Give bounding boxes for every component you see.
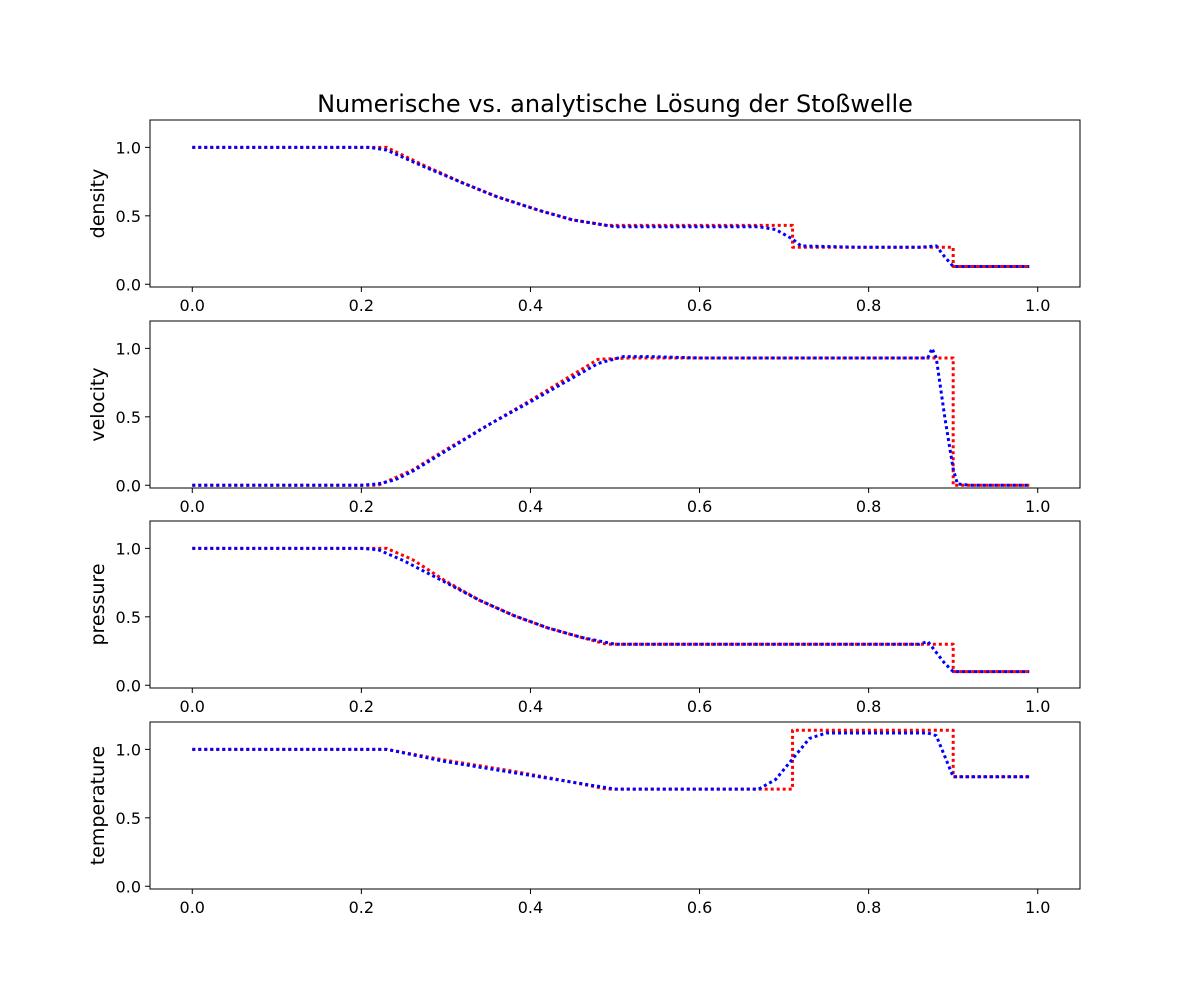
chart-title: Numerische vs. analytische Lösung der St… bbox=[317, 90, 913, 118]
density-x-tick-label: 0.4 bbox=[518, 296, 543, 315]
velocity-x-tick-label: 0.6 bbox=[687, 497, 712, 516]
velocity-x-tick-label: 0.8 bbox=[856, 497, 881, 516]
temperature-x-tick-label: 0.4 bbox=[518, 898, 543, 917]
temperature-x-tick-label: 0.2 bbox=[349, 898, 374, 917]
pressure-analytic-line bbox=[192, 546, 1030, 674]
temperature-ylabel: temperature bbox=[87, 746, 109, 865]
panel-pressure: 0.0 0.2 0.4 0.6 0.8 1.0 0.0 0.5 1.0 pressure bbox=[87, 520, 1081, 716]
panel-velocity: 0.0 0.2 0.4 0.6 0.8 1.0 0.0 0.5 1.0 velocity bbox=[87, 320, 1081, 516]
density-y-tick-label: 1.0 bbox=[116, 138, 141, 157]
velocity-x-tick-label: 0.2 bbox=[349, 497, 374, 516]
velocity-x-tick-label: 1.0 bbox=[1025, 497, 1050, 516]
velocity-numeric-line bbox=[192, 346, 1030, 487]
density-x-tick-label: 0.0 bbox=[180, 296, 205, 315]
panels: 0.0 0.2 0.4 0.6 0.8 1.0 0.0 0.5 1.0 density 0.0 0.2… bbox=[87, 119, 1081, 917]
temperature-y-tick-label: 0.0 bbox=[116, 877, 141, 896]
density-y-tick-label: 0.0 bbox=[116, 275, 141, 294]
pressure-y-tick-label: 0.0 bbox=[116, 676, 141, 695]
temperature-x-tick-label: 0.8 bbox=[856, 898, 881, 917]
density-ylabel: density bbox=[87, 169, 109, 239]
pressure-x-tick-label: 0.2 bbox=[349, 697, 374, 716]
pressure-x-tick-label: 0.8 bbox=[856, 697, 881, 716]
velocity-ylabel: velocity bbox=[87, 367, 109, 441]
density-axes-frame bbox=[149, 119, 1081, 288]
pressure-y-tick-label: 0.5 bbox=[116, 608, 141, 627]
pressure-x-tick-label: 1.0 bbox=[1025, 697, 1050, 716]
pressure-axes-frame bbox=[149, 520, 1081, 689]
temperature-y-tick-label: 0.5 bbox=[116, 809, 141, 828]
density-x-tick-label: 1.0 bbox=[1025, 296, 1050, 315]
density-numeric-line bbox=[192, 145, 1030, 268]
temperature-numeric-line bbox=[192, 731, 1030, 791]
panel-temperature: 0.0 0.2 0.4 0.6 0.8 1.0 0.0 0.5 1.0 temperature bbox=[87, 721, 1081, 917]
density-x-tick-label: 0.2 bbox=[349, 296, 374, 315]
temperature-x-tick-label: 1.0 bbox=[1025, 898, 1050, 917]
pressure-x-tick-label: 0.0 bbox=[180, 697, 205, 716]
velocity-y-tick-label: 0.5 bbox=[116, 408, 141, 427]
velocity-axes-frame bbox=[149, 320, 1081, 489]
pressure-ylabel: pressure bbox=[87, 563, 109, 645]
velocity-y-tick-label: 0.0 bbox=[116, 476, 141, 495]
pressure-x-tick-label: 0.4 bbox=[518, 697, 543, 716]
pressure-y-tick-label: 1.0 bbox=[116, 539, 141, 558]
temperature-axes-frame bbox=[149, 721, 1081, 890]
velocity-x-tick-label: 0.0 bbox=[180, 497, 205, 516]
density-x-tick-label: 0.6 bbox=[687, 296, 712, 315]
density-y-tick-label: 0.5 bbox=[116, 207, 141, 226]
temperature-y-tick-label: 1.0 bbox=[116, 740, 141, 759]
temperature-x-tick-label: 0.0 bbox=[180, 898, 205, 917]
velocity-x-tick-label: 0.4 bbox=[518, 497, 543, 516]
density-x-tick-label: 0.8 bbox=[856, 296, 881, 315]
pressure-x-tick-label: 0.6 bbox=[687, 697, 712, 716]
velocity-y-tick-label: 1.0 bbox=[116, 339, 141, 358]
panel-density: 0.0 0.2 0.4 0.6 0.8 1.0 0.0 0.5 1.0 density bbox=[87, 119, 1081, 315]
temperature-x-tick-label: 0.6 bbox=[687, 898, 712, 917]
